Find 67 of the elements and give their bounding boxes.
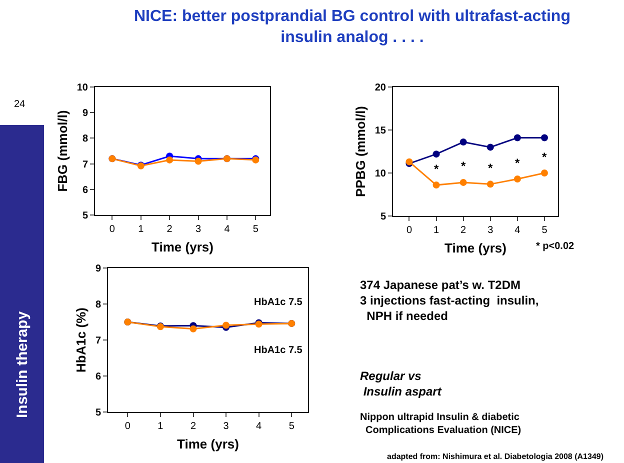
y-tick-label: 10 xyxy=(374,168,386,180)
y-tick-label: 8 xyxy=(95,300,102,310)
text: adapted from: Nishimura et al. Diabetologia 2008 (A1349) xyxy=(387,452,604,461)
point xyxy=(514,176,521,183)
x-tick-label: 0 xyxy=(109,224,116,235)
text: 24 xyxy=(14,99,26,110)
text: Regular vs Insulin aspart xyxy=(360,369,442,399)
x-tick-label: 4 xyxy=(514,225,521,236)
x-tick-label: 4 xyxy=(256,421,262,432)
x-axis-title: Time (yrs) xyxy=(177,436,239,452)
y-tick-label: 20 xyxy=(374,82,386,94)
x-tick-label: 0 xyxy=(124,421,131,432)
point xyxy=(486,144,494,151)
x-tick-label: 2 xyxy=(190,421,196,432)
x-tick-label: 0 xyxy=(406,225,412,236)
x-tick-label: 5 xyxy=(288,421,295,432)
y-axis-title: PPBG (mmol/l) xyxy=(352,106,368,198)
annotation: * xyxy=(515,156,520,170)
x-tick-label: 1 xyxy=(158,421,164,432)
annotation: * xyxy=(434,162,439,176)
y-axis-title: FBG (mmol/l) xyxy=(54,110,70,192)
text: 374 Japanese pat’s w. T2DM 3 injections fast-acting insulin, NPH if needed xyxy=(360,278,539,324)
text: Nippon ultrapid Insulin & diabetic Complications Evaluation (NICE) xyxy=(360,412,522,436)
point xyxy=(194,158,202,165)
y-tick-label: 10 xyxy=(76,82,88,94)
x-tick-label: 5 xyxy=(542,225,548,236)
x-tick-label: 4 xyxy=(224,224,230,235)
x-tick-label: 2 xyxy=(460,225,467,236)
point xyxy=(432,150,440,158)
x-axis-title: Time (yrs) xyxy=(444,240,506,256)
point xyxy=(486,180,494,188)
y-tick-label: 9 xyxy=(82,108,88,120)
y-tick-label: 5 xyxy=(82,210,88,222)
text: * p<0.02 xyxy=(536,241,575,252)
annotation: * xyxy=(461,159,466,173)
x-tick-label: 5 xyxy=(252,224,259,235)
annotation: * xyxy=(488,161,493,175)
point xyxy=(460,178,467,186)
text: Insulin therapy xyxy=(14,310,31,418)
x-tick-label: 1 xyxy=(138,224,144,235)
y-tick-label: 8 xyxy=(82,134,88,145)
y-tick-label: 9 xyxy=(95,264,102,274)
x-tick-label: 3 xyxy=(223,421,230,432)
y-tick-label: 6 xyxy=(82,184,88,196)
x-tick-label: 3 xyxy=(196,224,202,235)
x-tick-label: 1 xyxy=(434,225,440,236)
annotation: * xyxy=(542,150,547,164)
point xyxy=(540,134,548,142)
x-axis-title: Time (yrs) xyxy=(152,240,214,255)
y-tick-label: 7 xyxy=(82,159,88,170)
point xyxy=(166,156,174,164)
x-tick-label: 3 xyxy=(488,225,494,236)
point xyxy=(540,170,548,176)
y-tick-label: 7 xyxy=(95,336,102,346)
point xyxy=(190,325,197,332)
y-tick-label: 5 xyxy=(95,408,102,418)
point xyxy=(432,182,440,189)
x-tick-label: 2 xyxy=(166,224,173,235)
annotation: HbA1c 7.5 xyxy=(254,297,303,308)
point xyxy=(514,134,521,142)
y-tick-label: 5 xyxy=(380,212,386,222)
y-tick-label: 6 xyxy=(95,372,102,382)
annotation: HbA1c 7.5 xyxy=(254,345,303,356)
y-axis-title: HbA1c (%) xyxy=(73,307,88,373)
point xyxy=(460,138,467,146)
text: NICE: better postprandial BG control with ultrafast-acting insulin analog . . . . xyxy=(134,8,570,46)
y-tick-label: 15 xyxy=(374,126,386,136)
